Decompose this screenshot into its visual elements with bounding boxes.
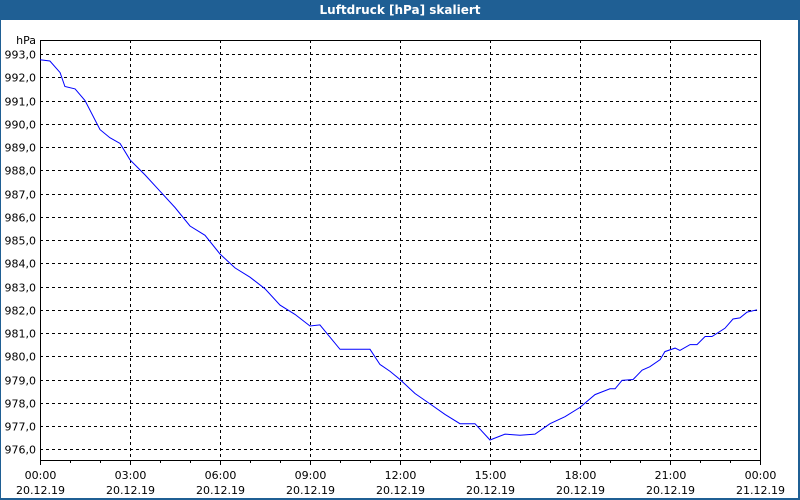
x-tick-date: 21.12.19 (736, 484, 785, 497)
y-tick-label: 986,0 (5, 212, 37, 225)
x-tick-time: 12:00 (385, 469, 417, 482)
y-tick-label: 983,0 (5, 282, 37, 295)
x-tick-date: 20.12.19 (16, 484, 65, 497)
chart-panel (1, 20, 798, 498)
y-tick-label: 976,0 (5, 444, 37, 457)
x-tick-date: 20.12.19 (376, 484, 425, 497)
x-tick-time: 21:00 (655, 469, 687, 482)
y-tick-label: 988,0 (5, 165, 37, 178)
x-tick-date: 20.12.19 (556, 484, 605, 497)
y-tick-label: 982,0 (5, 305, 37, 318)
y-tick-label: 989,0 (5, 142, 37, 155)
x-tick-time: 15:00 (475, 469, 507, 482)
x-tick-time: 06:00 (205, 469, 237, 482)
x-tick-date: 20.12.19 (286, 484, 335, 497)
y-tick-label: 979,0 (5, 375, 37, 388)
plot-frame (40, 40, 761, 461)
x-tick-date: 20.12.19 (106, 484, 155, 497)
y-tick-label: 985,0 (5, 235, 37, 248)
x-tick-date: 20.12.19 (646, 484, 695, 497)
y-tick-label: 978,0 (5, 398, 37, 411)
x-tick-date: 20.12.19 (466, 484, 515, 497)
y-tick-label: 991,0 (5, 96, 37, 109)
x-tick-time: 00:00 (745, 469, 777, 482)
window-title: Luftdruck [hPa] skaliert (0, 0, 800, 20)
x-tick-time: 03:00 (115, 469, 147, 482)
x-tick-date: 20.12.19 (196, 484, 245, 497)
y-axis-label: hPa (16, 34, 36, 47)
x-tick-time: 09:00 (295, 469, 327, 482)
y-tick-label: 990,0 (5, 119, 37, 132)
y-tick-label: 981,0 (5, 328, 37, 341)
y-tick-label: 977,0 (5, 421, 37, 434)
y-tick-label: 987,0 (5, 189, 37, 202)
x-tick-time: 00:00 (25, 469, 57, 482)
x-tick-time: 18:00 (565, 469, 597, 482)
y-tick-label: 992,0 (5, 72, 37, 85)
y-tick-label: 993,0 (5, 49, 37, 62)
y-tick-label: 980,0 (5, 351, 37, 364)
y-tick-label: 984,0 (5, 258, 37, 271)
pressure-line (39, 59, 758, 441)
